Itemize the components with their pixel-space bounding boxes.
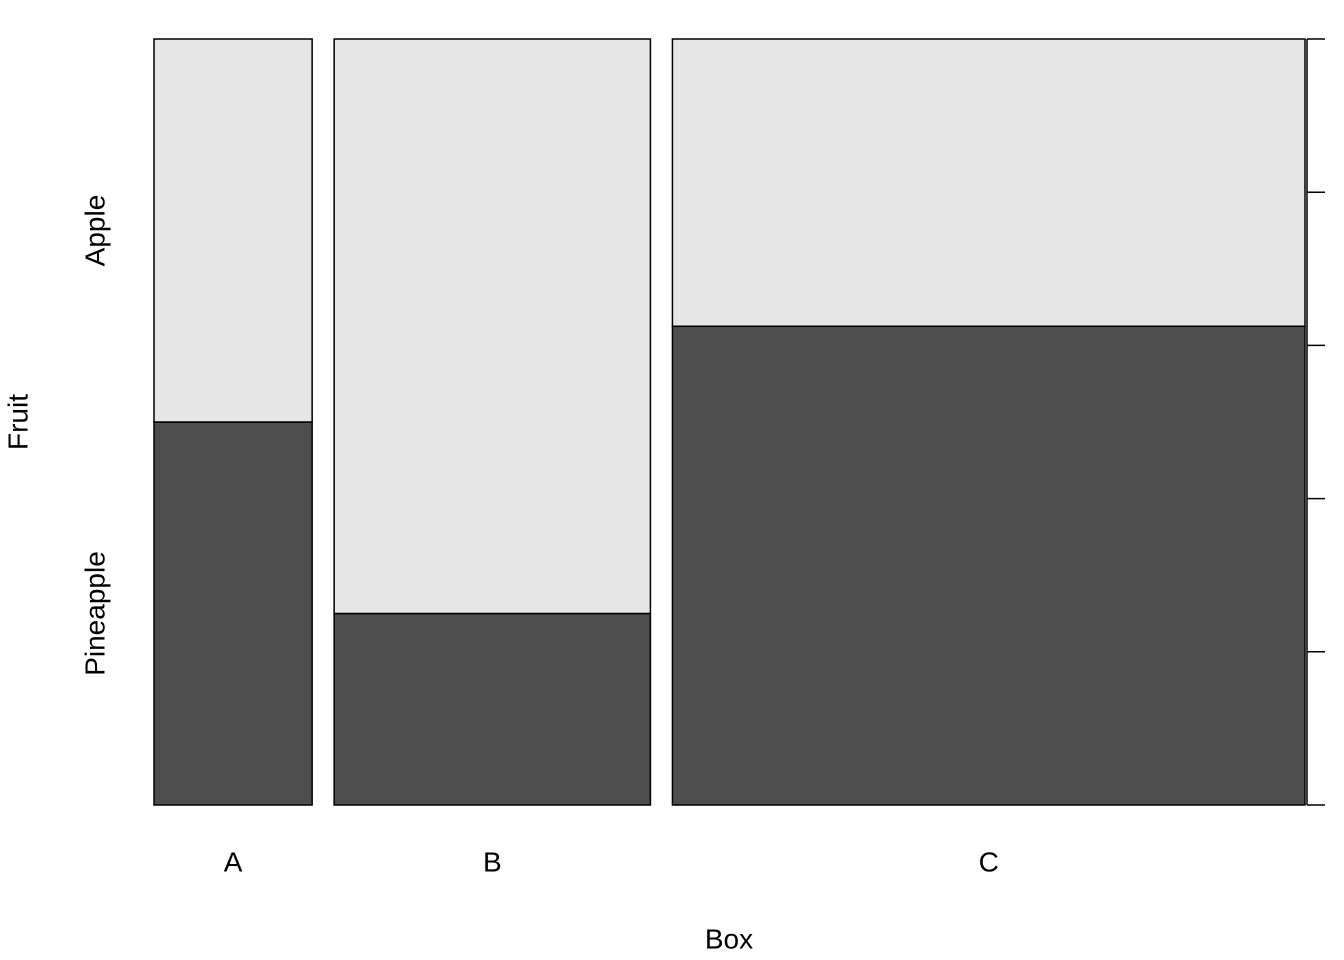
x-tick-label: A <box>224 846 243 877</box>
y-category-label: Pineapple <box>79 551 110 676</box>
y-category-label: Apple <box>79 195 110 267</box>
mosaic-cell <box>671 325 1306 806</box>
mosaic-cell <box>153 421 313 806</box>
mosaic-cell <box>333 612 652 806</box>
mosaic-cell <box>671 38 1306 327</box>
mosaic-cell <box>333 38 652 615</box>
mosaic-cell <box>153 38 313 423</box>
x-tick-label: C <box>979 846 999 877</box>
x-tick-label: B <box>483 846 502 877</box>
y-axis-label: Fruit <box>2 394 33 450</box>
x-axis-label: Box <box>705 923 753 954</box>
